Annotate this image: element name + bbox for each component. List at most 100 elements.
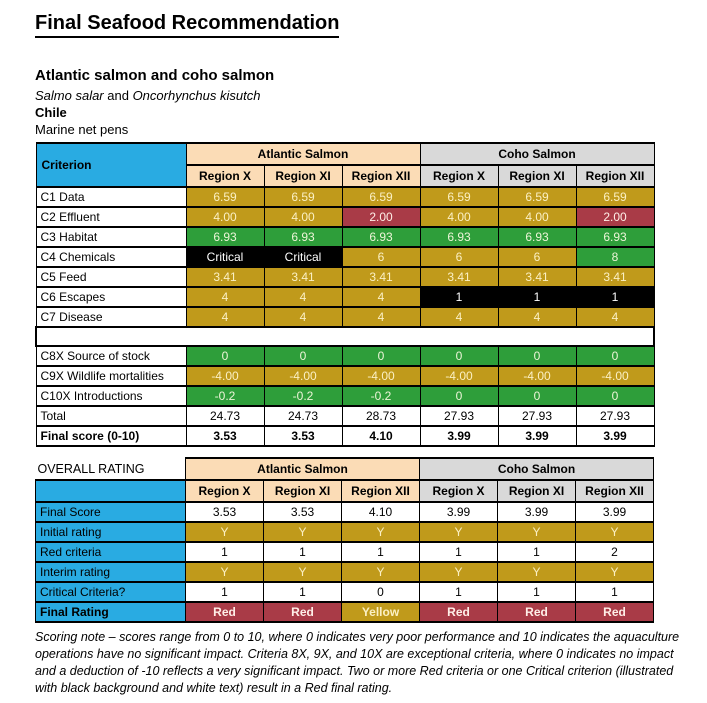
value-cell: -0.2 <box>185 385 265 407</box>
value-cell: 1 <box>497 581 576 603</box>
value-cell: 1 <box>497 541 576 563</box>
value-cell: 4.00 <box>185 206 265 228</box>
value-cell: 1 <box>575 286 655 308</box>
value-cell: 4 <box>575 306 655 328</box>
value-cell: 6.93 <box>185 226 265 248</box>
row-label: Critical Criteria? <box>35 581 186 603</box>
value-cell: 3.99 <box>575 425 655 447</box>
value-cell: Y <box>185 521 264 543</box>
value-cell: 3.99 <box>575 501 654 523</box>
table-row: C7 Disease 4 4 4 4 4 4 <box>35 306 655 328</box>
value-cell: -4.00 <box>185 365 265 387</box>
value-cell: 0 <box>419 385 499 407</box>
value-cell: 3.53 <box>263 501 342 523</box>
region-header: Region XII <box>575 479 654 503</box>
value-cell: 4 <box>263 306 343 328</box>
value-cell: Y <box>497 521 576 543</box>
value-cell: 6.93 <box>575 226 655 248</box>
region-header: Region X <box>185 164 265 188</box>
value-cell: Y <box>341 521 420 543</box>
value-cell: 1 <box>419 541 498 563</box>
value-cell: Red <box>185 601 264 623</box>
region-header: Region XI <box>497 479 576 503</box>
value-cell: -0.2 <box>341 385 421 407</box>
region-header: Region XII <box>341 164 421 188</box>
value-cell: 0 <box>341 345 421 367</box>
spacer-row <box>35 326 655 347</box>
group-header-row: Criterion Atlantic Salmon Coho Salmon <box>35 142 655 188</box>
table-row: C8X Source of stock 0 0 0 0 0 0 <box>35 345 655 367</box>
value-cell: Y <box>263 561 342 583</box>
value-cell: 3.41 <box>497 266 577 288</box>
row-label: C8X Source of stock <box>35 345 187 367</box>
value-cell: -4.00 <box>497 365 577 387</box>
value-cell: 27.93 <box>419 405 499 427</box>
value-cell: 6.93 <box>419 226 499 248</box>
atlantic-salmon-group-header: Atlantic Salmon <box>185 457 420 481</box>
value-cell: 3.53 <box>263 425 343 447</box>
value-cell: 3.41 <box>263 266 343 288</box>
latin-name-2: Oncorhynchus kisutch <box>132 88 261 103</box>
table-row: Red criteria 1 1 1 1 1 2 <box>35 541 654 563</box>
value-cell: 1 <box>263 541 342 563</box>
atlantic-salmon-group-header: Atlantic Salmon <box>185 142 421 166</box>
value-cell: Y <box>575 521 654 543</box>
region-header: Region X <box>419 479 498 503</box>
row-label: C10X Introductions <box>35 385 187 407</box>
row-label: C7 Disease <box>35 306 187 328</box>
table-row: C10X Introductions -0.2 -0.2 -0.2 0 0 0 <box>35 385 655 407</box>
value-cell: 3.99 <box>497 425 577 447</box>
production-method-label: Marine net pens <box>35 122 129 137</box>
value-cell: Red <box>575 601 654 623</box>
row-label: C4 Chemicals <box>35 246 187 268</box>
value-cell: 1 <box>419 286 499 308</box>
region-header: Region XI <box>263 164 343 188</box>
value-cell: -4.00 <box>575 365 655 387</box>
table-row: C5 Feed 3.41 3.41 3.41 3.41 3.41 3.41 <box>35 266 655 288</box>
value-cell: 2.00 <box>575 206 655 228</box>
region-header: Region XI <box>497 164 577 188</box>
value-cell: 3.41 <box>419 266 499 288</box>
value-cell: 2 <box>575 541 654 563</box>
table-row: C9X Wildlife mortalities -4.00 -4.00 -4.00-… <box>35 365 655 387</box>
value-cell: 6.93 <box>263 226 343 248</box>
row-label: Final Rating <box>35 601 186 623</box>
region-header: Region X <box>185 479 264 503</box>
value-cell: 0 <box>263 345 343 367</box>
row-label: C2 Effluent <box>35 206 187 228</box>
group-header-row: OVERALL RATING Atlantic Salmon Coho Salm… <box>35 457 654 481</box>
value-cell: 4.00 <box>497 206 577 228</box>
value-cell: 1 <box>575 581 654 603</box>
value-cell: -4.00 <box>263 365 343 387</box>
value-cell: 6 <box>419 246 499 268</box>
value-cell: 6.59 <box>341 186 421 208</box>
value-cell: 4 <box>419 306 499 328</box>
row-label: Initial rating <box>35 521 186 543</box>
table-row: C1 Data 6.59 6.59 6.59 6.59 6.59 6.59 <box>35 186 655 208</box>
value-cell: Y <box>497 561 576 583</box>
row-label: Final score (0-10) <box>35 425 187 447</box>
scoring-note: Scoring note – scores range from 0 to 10… <box>35 630 680 695</box>
value-cell: 28.73 <box>341 405 421 427</box>
value-cell: 4.00 <box>419 206 499 228</box>
value-cell: 24.73 <box>263 405 343 427</box>
value-cell: 4.10 <box>341 425 421 447</box>
overall-rating-table: OVERALL RATING Atlantic Salmon Coho Salm… <box>35 457 654 623</box>
latin-name-1: Salmo salar <box>35 88 104 103</box>
table-row: C2 Effluent 4.00 4.00 2.00 4.00 4.00 2.00 <box>35 206 655 228</box>
value-cell: Critical <box>185 246 265 268</box>
row-label: Red criteria <box>35 541 186 563</box>
value-cell: 1 <box>185 541 264 563</box>
table-row: C6 Escapes 4 4 4 1 1 1 <box>35 286 655 308</box>
value-cell: Red <box>497 601 576 623</box>
value-cell: 2.00 <box>341 206 421 228</box>
value-cell: 4 <box>497 306 577 328</box>
criterion-corner-cell: Criterion <box>35 142 187 188</box>
value-cell: -4.00 <box>419 365 499 387</box>
value-cell: 1 <box>341 541 420 563</box>
value-cell: 1 <box>185 581 264 603</box>
value-cell: 6.93 <box>497 226 577 248</box>
region-header: Region XII <box>341 479 420 503</box>
value-cell: 27.93 <box>575 405 655 427</box>
value-cell: 4 <box>263 286 343 308</box>
